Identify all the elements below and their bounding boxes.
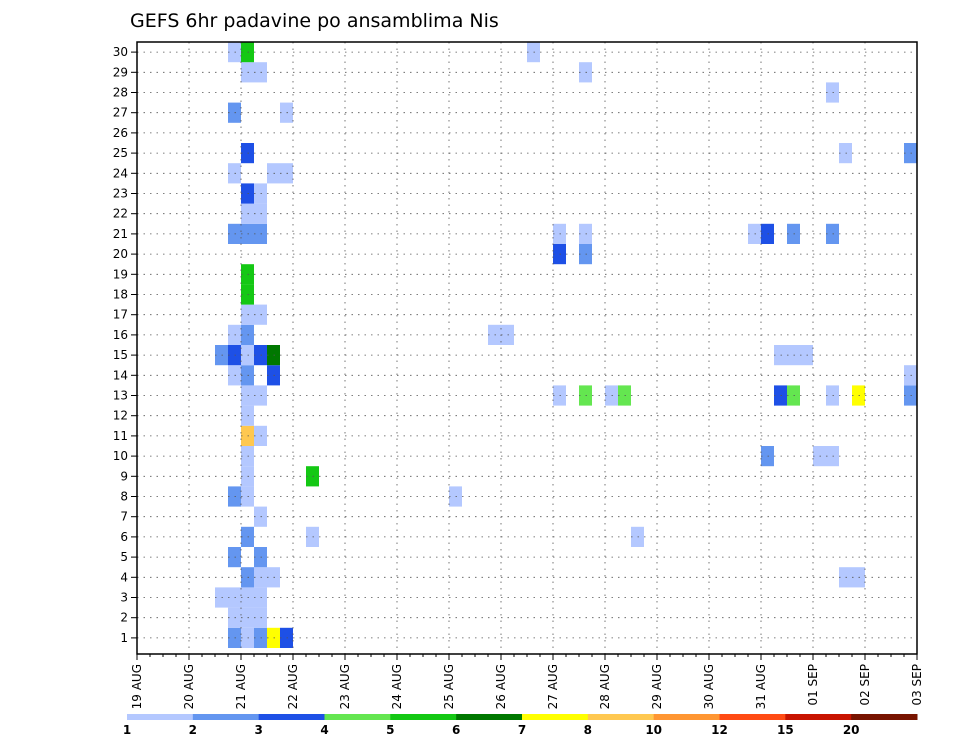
y-tick-label: 29 (113, 65, 128, 79)
y-tick-label: 17 (113, 308, 128, 322)
y-tick-label: 2 (120, 611, 128, 625)
x-tick-label: 25 AUG (442, 664, 456, 709)
legend-label: 2 (189, 723, 197, 737)
y-tick-label: 25 (113, 146, 128, 160)
x-tick-label: 20 AUG (182, 664, 196, 709)
y-tick-label: 27 (113, 106, 128, 120)
legend-label: 3 (254, 723, 262, 737)
legend-label: 1 (123, 723, 131, 737)
y-tick-label: 10 (113, 449, 128, 463)
y-tick-label: 18 (113, 288, 128, 302)
legend-swatch (719, 714, 786, 720)
legend-swatch (456, 714, 523, 720)
legend-swatch (785, 714, 852, 720)
x-tick-label: 02 SEP (858, 664, 872, 706)
legend-swatch (587, 714, 655, 720)
legend-label: 20 (843, 723, 860, 737)
legend-label: 10 (645, 723, 662, 737)
legend-swatch (258, 714, 325, 720)
y-tick-label: 19 (113, 267, 128, 281)
y-tick-label: 4 (120, 570, 128, 584)
legend-swatch (522, 714, 589, 720)
x-tick-label: 01 SEP (806, 664, 820, 706)
y-tick-label: 9 (120, 469, 128, 483)
legend-swatch (653, 714, 720, 720)
grid-lines (137, 42, 917, 654)
legend-swatch (127, 714, 194, 720)
chart-title: GEFS 6hr padavine po ansamblima Nis (130, 10, 499, 32)
y-tick-label: 14 (113, 368, 128, 382)
legend-label: 7 (518, 723, 526, 737)
x-tick-label: 23 AUG (338, 664, 352, 709)
x-tick-label: 31 AUG (754, 664, 768, 709)
y-tick-label: 22 (113, 207, 128, 221)
legend-swatch (390, 714, 457, 720)
x-tick-label: 24 AUG (390, 664, 404, 709)
y-tick-label: 20 (113, 247, 128, 261)
legend-label: 4 (320, 723, 328, 737)
x-tick-label: 26 AUG (494, 664, 508, 709)
x-tick-label: 22 AUG (286, 664, 300, 709)
y-tick-label: 24 (113, 166, 128, 180)
y-axis-ticks: 1234567891011121314151617181920212223242… (113, 45, 137, 645)
x-tick-label: 28 AUG (598, 664, 612, 709)
legend-label: 15 (777, 723, 794, 737)
legend-swatch (851, 714, 918, 720)
y-tick-label: 11 (113, 429, 128, 443)
x-tick-label: 21 AUG (234, 664, 248, 709)
y-tick-label: 3 (120, 591, 128, 605)
x-tick-label: 03 SEP (910, 664, 924, 706)
color-legend: 1 2 3 4 5 6 7 8 10 12 15 20 (123, 714, 918, 737)
legend-swatch (324, 714, 391, 720)
legend-label: 12 (711, 723, 728, 737)
y-tick-label: 28 (113, 86, 128, 100)
x-axis-ticks: 19 AUG 20 AUG 21 AUG 22 AUG 23 AUG 24 AUG 25 A… (130, 654, 924, 709)
x-tick-label: 19 AUG (130, 664, 144, 709)
y-tick-label: 7 (120, 510, 128, 524)
y-tick-label: 13 (113, 389, 128, 403)
y-tick-label: 1 (120, 631, 128, 645)
y-tick-label: 12 (113, 409, 128, 423)
y-tick-label: 8 (120, 490, 128, 504)
y-tick-label: 15 (113, 348, 128, 362)
x-tick-label: 30 AUG (702, 664, 716, 709)
y-tick-label: 16 (113, 328, 128, 342)
y-tick-label: 21 (113, 227, 128, 241)
y-tick-label: 5 (120, 550, 128, 564)
legend-swatch (192, 714, 260, 720)
y-tick-label: 26 (113, 126, 128, 140)
y-tick-label: 23 (113, 187, 128, 201)
legend-label: 5 (386, 723, 394, 737)
legend-label: 8 (584, 723, 592, 737)
x-tick-label: 27 AUG (546, 664, 560, 709)
x-tick-label: 29 AUG (650, 664, 664, 709)
legend-label: 6 (452, 723, 460, 737)
y-tick-label: 6 (120, 530, 128, 544)
y-tick-label: 30 (113, 45, 128, 59)
